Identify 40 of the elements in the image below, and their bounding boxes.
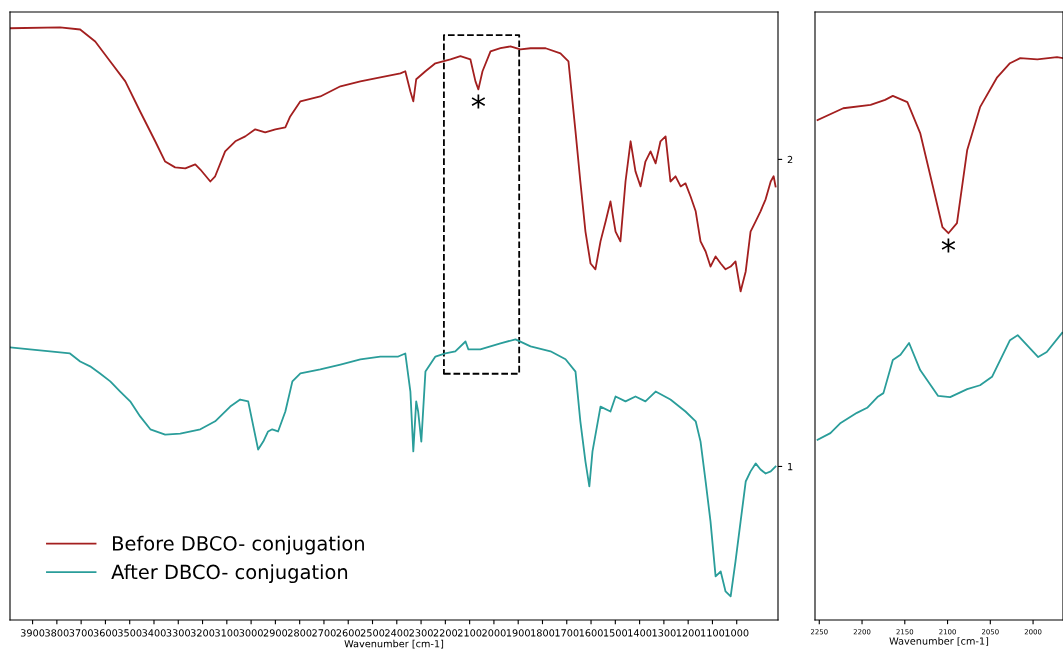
- x-tick-label: 3800: [45, 629, 69, 637]
- x-tick-label: 2500: [360, 629, 385, 637]
- x-tick-label: 1700: [555, 629, 579, 637]
- line-series: [10, 26, 777, 293]
- y-tick-label: 1: [788, 463, 793, 471]
- legend-label: Before DBCO- conjugation: [113, 535, 364, 555]
- x-tick-label: 2000: [482, 629, 506, 637]
- x-tick-label: 1500: [604, 629, 628, 637]
- x-tick-label: 1100: [701, 629, 725, 637]
- y-tick-label: 2: [787, 155, 793, 164]
- legend-label: After DBCO- conjugation: [111, 564, 348, 584]
- x-tick-label: 1900: [506, 629, 530, 637]
- x-tick-label: 1000: [725, 629, 749, 637]
- x-tick-label: 3000: [239, 629, 263, 637]
- x-tick-label: 2800: [288, 629, 312, 637]
- annotation: *: [941, 238, 956, 253]
- x-tick-label: 2300: [409, 629, 433, 637]
- x-axis-title: Wavenumber [cm-1]: [344, 639, 444, 649]
- x-tick-label: 3600: [93, 629, 118, 637]
- x-axis-title: Wavenumber [cm-1]: [889, 637, 989, 646]
- x-tick-label: 2200: [433, 629, 458, 637]
- x-tick-label: 1800: [531, 629, 555, 637]
- x-tick-label: 2700: [312, 629, 336, 637]
- x-tick-label: 2600: [336, 629, 360, 637]
- x-tick-label: 1600: [579, 629, 603, 637]
- x-tick-label: 2100: [457, 629, 482, 637]
- x-tick-label: 2400: [385, 629, 409, 637]
- x-tick-label: 1400: [628, 629, 652, 637]
- x-tick-label: 3900: [20, 629, 45, 637]
- x-tick-label: 1200: [676, 629, 700, 637]
- x-tick-label: 3300: [166, 629, 190, 637]
- x-tick-label: 3200: [190, 629, 215, 637]
- x-tick-label: 1300: [652, 629, 676, 637]
- x-tick-label: 3100: [215, 629, 239, 637]
- line-series: [10, 338, 777, 598]
- annotation: *: [471, 94, 486, 109]
- x-tick-label: 2900: [263, 629, 288, 637]
- x-tick-label: 3400: [142, 629, 166, 637]
- x-tick-label: 3700: [69, 629, 93, 637]
- x-tick-label: 3500: [118, 629, 142, 637]
